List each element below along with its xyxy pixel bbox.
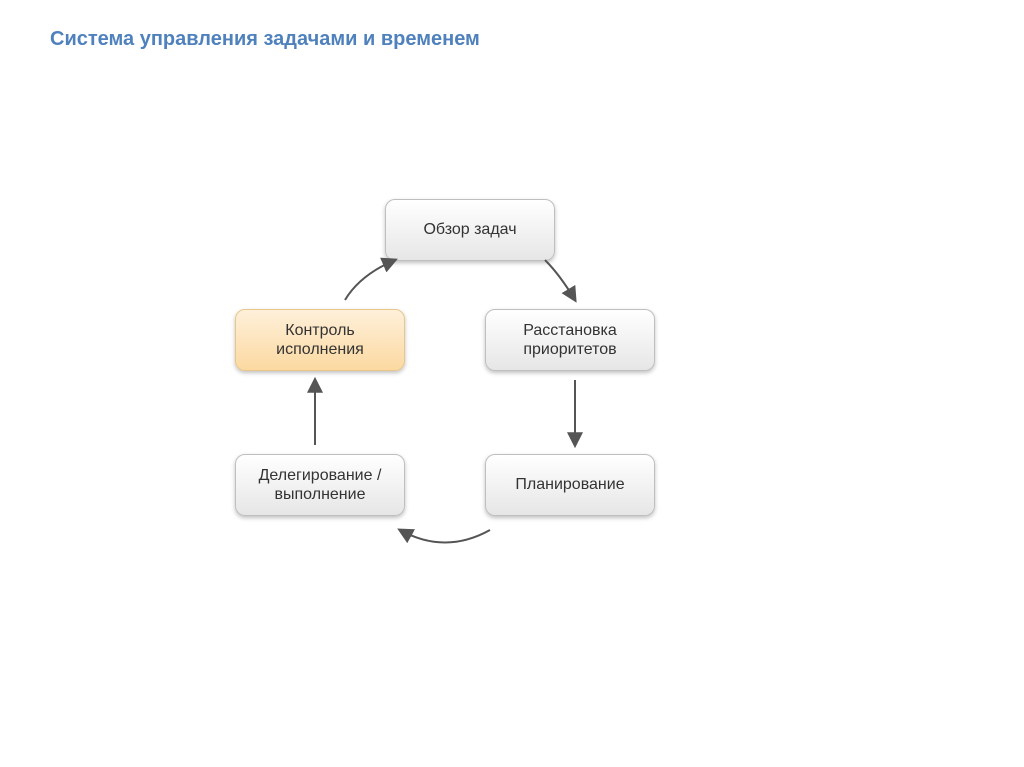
cycle-arrow-n5-n1 [0, 0, 1024, 767]
